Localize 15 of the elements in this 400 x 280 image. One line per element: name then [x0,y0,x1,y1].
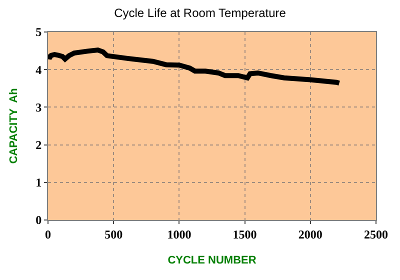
y-tick-label: 4 [36,62,42,77]
y-tick-label: 3 [36,100,42,114]
x-tick-label: 1500 [232,227,257,242]
x-tick-label: 2000 [298,227,322,242]
chart-title: Cycle Life at Room Temperature [114,6,286,20]
x-tick-label: 2500 [364,227,388,242]
y-axis-title: CAPACITY Ah [8,88,20,164]
y-tick-label: 2 [36,138,42,152]
y-tick-label: 5 [36,25,42,40]
y-tick-label: 0 [36,213,42,228]
x-tick-label: 500 [104,227,123,242]
x-axis-title: CYCLE NUMBER [168,254,256,267]
x-tick-label: 1000 [167,227,192,242]
x-tick-label: 0 [45,227,51,242]
y-tick-label: 1 [36,176,42,190]
